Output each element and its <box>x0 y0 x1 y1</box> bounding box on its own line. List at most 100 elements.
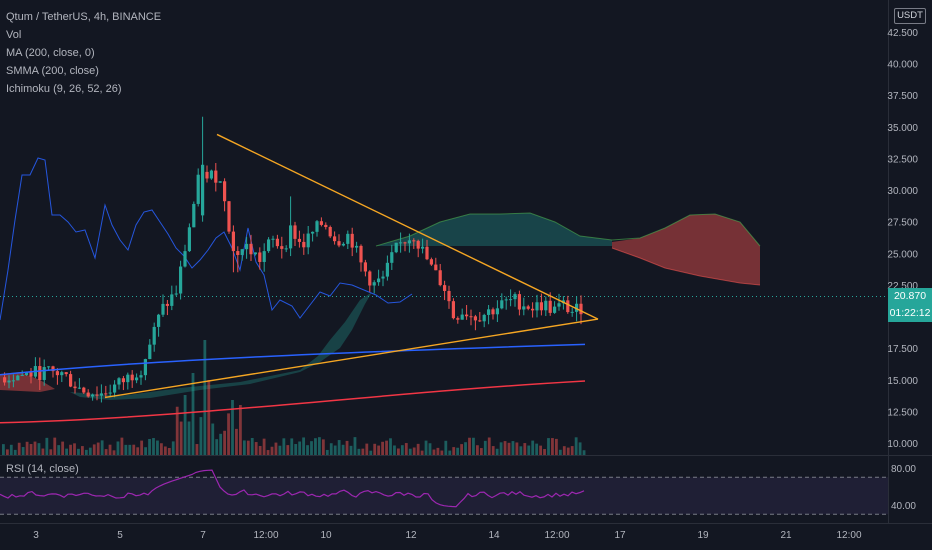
volume-bar <box>5 449 9 455</box>
volume-bar <box>262 438 266 455</box>
candle-body <box>214 170 218 183</box>
volume-bar <box>156 440 159 455</box>
candle-body <box>135 377 139 381</box>
price-tick-label: 42.500 <box>887 28 918 39</box>
candle-body <box>29 372 33 377</box>
volume-bar <box>468 437 471 455</box>
candle-body <box>174 293 178 295</box>
volume-bar <box>574 437 578 455</box>
time-tick-label: 14 <box>488 530 500 541</box>
candle-body <box>539 302 543 311</box>
candle-body <box>157 314 161 327</box>
candle-body <box>504 299 508 301</box>
candle-body <box>143 359 147 376</box>
candle-body <box>315 221 319 232</box>
rsi-legend[interactable]: RSI (14, close) <box>6 463 79 475</box>
candle-body <box>60 372 64 376</box>
volume-bar <box>84 449 88 455</box>
volume-bar <box>302 437 305 455</box>
time-tick-label: 21 <box>780 530 792 541</box>
candle-body <box>557 303 561 307</box>
ichimoku-cloud-bearish <box>612 214 760 285</box>
time-tick-label: 10 <box>320 530 332 541</box>
volume-bar <box>428 443 432 455</box>
volume-bar <box>77 448 80 455</box>
volume-bar <box>361 448 365 455</box>
candle-body <box>451 301 455 319</box>
volume-bar <box>349 445 353 455</box>
ichimoku-legend[interactable]: Ichimoku (9, 26, 52, 26) <box>6 83 122 95</box>
candle-body <box>201 164 205 216</box>
volume-bar <box>566 447 570 455</box>
time-tick-label: 12:00 <box>253 530 278 541</box>
candle-body <box>566 300 570 313</box>
candle-body <box>363 262 367 272</box>
candle-body <box>170 294 174 306</box>
candle-body <box>381 276 385 279</box>
candle-body <box>209 170 213 179</box>
candle-body <box>280 246 284 249</box>
volume-bar <box>515 442 519 455</box>
volume-bar <box>341 444 345 455</box>
volume-bar <box>239 405 242 455</box>
volume-bar <box>381 441 384 455</box>
candle-body <box>139 375 143 378</box>
volume-bar <box>49 449 53 455</box>
volume-bar <box>124 444 128 455</box>
candle-body <box>192 203 196 228</box>
candle-body <box>231 231 235 252</box>
candle-body <box>495 308 499 315</box>
volume-bar <box>440 450 444 455</box>
volume-bar <box>227 413 230 455</box>
candle-body <box>245 243 249 250</box>
candle-body <box>333 236 337 242</box>
volume-bar <box>452 447 456 455</box>
candle-body <box>319 221 323 225</box>
volume-bar <box>562 446 566 455</box>
volume-bar <box>314 438 317 455</box>
candle-body <box>86 392 90 397</box>
candle-body <box>73 386 77 389</box>
volume-bar <box>456 447 460 455</box>
volume-bar <box>112 450 116 455</box>
candle-body <box>522 306 526 310</box>
candle-body <box>302 241 306 248</box>
volume-bar <box>483 440 487 455</box>
candle-body <box>324 224 328 228</box>
time-tick-label: 5 <box>117 530 123 541</box>
candle-body <box>421 246 425 249</box>
volume-bar <box>81 446 84 455</box>
symbol-label[interactable]: Qtum / TetherUS, 4h, BINANCE <box>6 11 162 23</box>
volume-bar <box>539 445 542 455</box>
candle-body <box>346 233 350 244</box>
ma-legend[interactable]: MA (200, close, 0) <box>6 47 95 59</box>
volume-bar <box>365 443 369 455</box>
smma-legend[interactable]: SMMA (200, close) <box>6 65 99 77</box>
volume-bar <box>266 450 270 455</box>
time-tick-label: 3 <box>33 530 39 541</box>
volume-bar <box>294 444 298 455</box>
volume-bar <box>432 449 436 455</box>
volume-bar <box>132 444 136 455</box>
candle-body <box>394 242 398 253</box>
time-tick-label: 17 <box>614 530 626 541</box>
volume-bar <box>460 444 463 455</box>
volume-bar <box>444 440 448 455</box>
volume-bar <box>148 438 151 455</box>
candle-body <box>196 174 200 204</box>
volume-legend[interactable]: Vol <box>6 29 22 41</box>
time-tick-label: 7 <box>200 530 206 541</box>
candle-body <box>16 375 20 381</box>
candle-body <box>249 243 253 255</box>
currency-label[interactable]: USDT <box>894 8 926 24</box>
volume-bar <box>2 444 5 455</box>
smma-200-line <box>0 380 586 424</box>
volume-bar <box>179 421 183 455</box>
volume-bar <box>242 440 246 455</box>
volume-bar <box>61 441 65 455</box>
volume-bar <box>487 437 491 455</box>
candle-body <box>3 377 7 383</box>
volume-bar <box>325 449 329 455</box>
